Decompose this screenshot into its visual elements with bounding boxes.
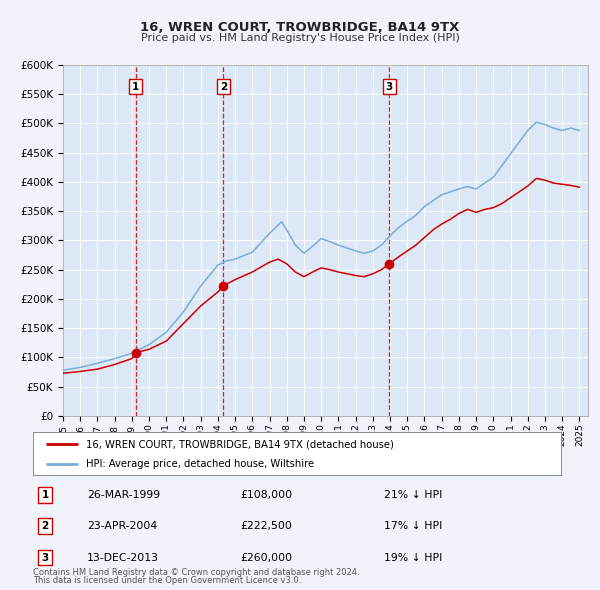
Text: 23-APR-2004: 23-APR-2004 (87, 522, 157, 531)
Text: 2: 2 (220, 81, 227, 91)
Text: Price paid vs. HM Land Registry's House Price Index (HPI): Price paid vs. HM Land Registry's House … (140, 33, 460, 43)
Text: £260,000: £260,000 (240, 553, 292, 562)
Text: 2: 2 (41, 522, 49, 531)
Text: 16, WREN COURT, TROWBRIDGE, BA14 9TX: 16, WREN COURT, TROWBRIDGE, BA14 9TX (140, 21, 460, 34)
Text: 3: 3 (386, 81, 393, 91)
Text: This data is licensed under the Open Government Licence v3.0.: This data is licensed under the Open Gov… (33, 576, 301, 585)
Text: 1: 1 (132, 81, 139, 91)
Text: HPI: Average price, detached house, Wiltshire: HPI: Average price, detached house, Wilt… (86, 459, 314, 469)
Text: Contains HM Land Registry data © Crown copyright and database right 2024.: Contains HM Land Registry data © Crown c… (33, 568, 359, 576)
Text: £108,000: £108,000 (240, 490, 292, 500)
Text: 16, WREN COURT, TROWBRIDGE, BA14 9TX (detached house): 16, WREN COURT, TROWBRIDGE, BA14 9TX (de… (86, 440, 394, 450)
Text: 13-DEC-2013: 13-DEC-2013 (87, 553, 159, 562)
Text: 19% ↓ HPI: 19% ↓ HPI (384, 553, 442, 562)
Text: 26-MAR-1999: 26-MAR-1999 (87, 490, 160, 500)
Text: 17% ↓ HPI: 17% ↓ HPI (384, 522, 442, 531)
Text: 1: 1 (41, 490, 49, 500)
Text: 21% ↓ HPI: 21% ↓ HPI (384, 490, 442, 500)
Text: £222,500: £222,500 (240, 522, 292, 531)
Text: 3: 3 (41, 553, 49, 562)
